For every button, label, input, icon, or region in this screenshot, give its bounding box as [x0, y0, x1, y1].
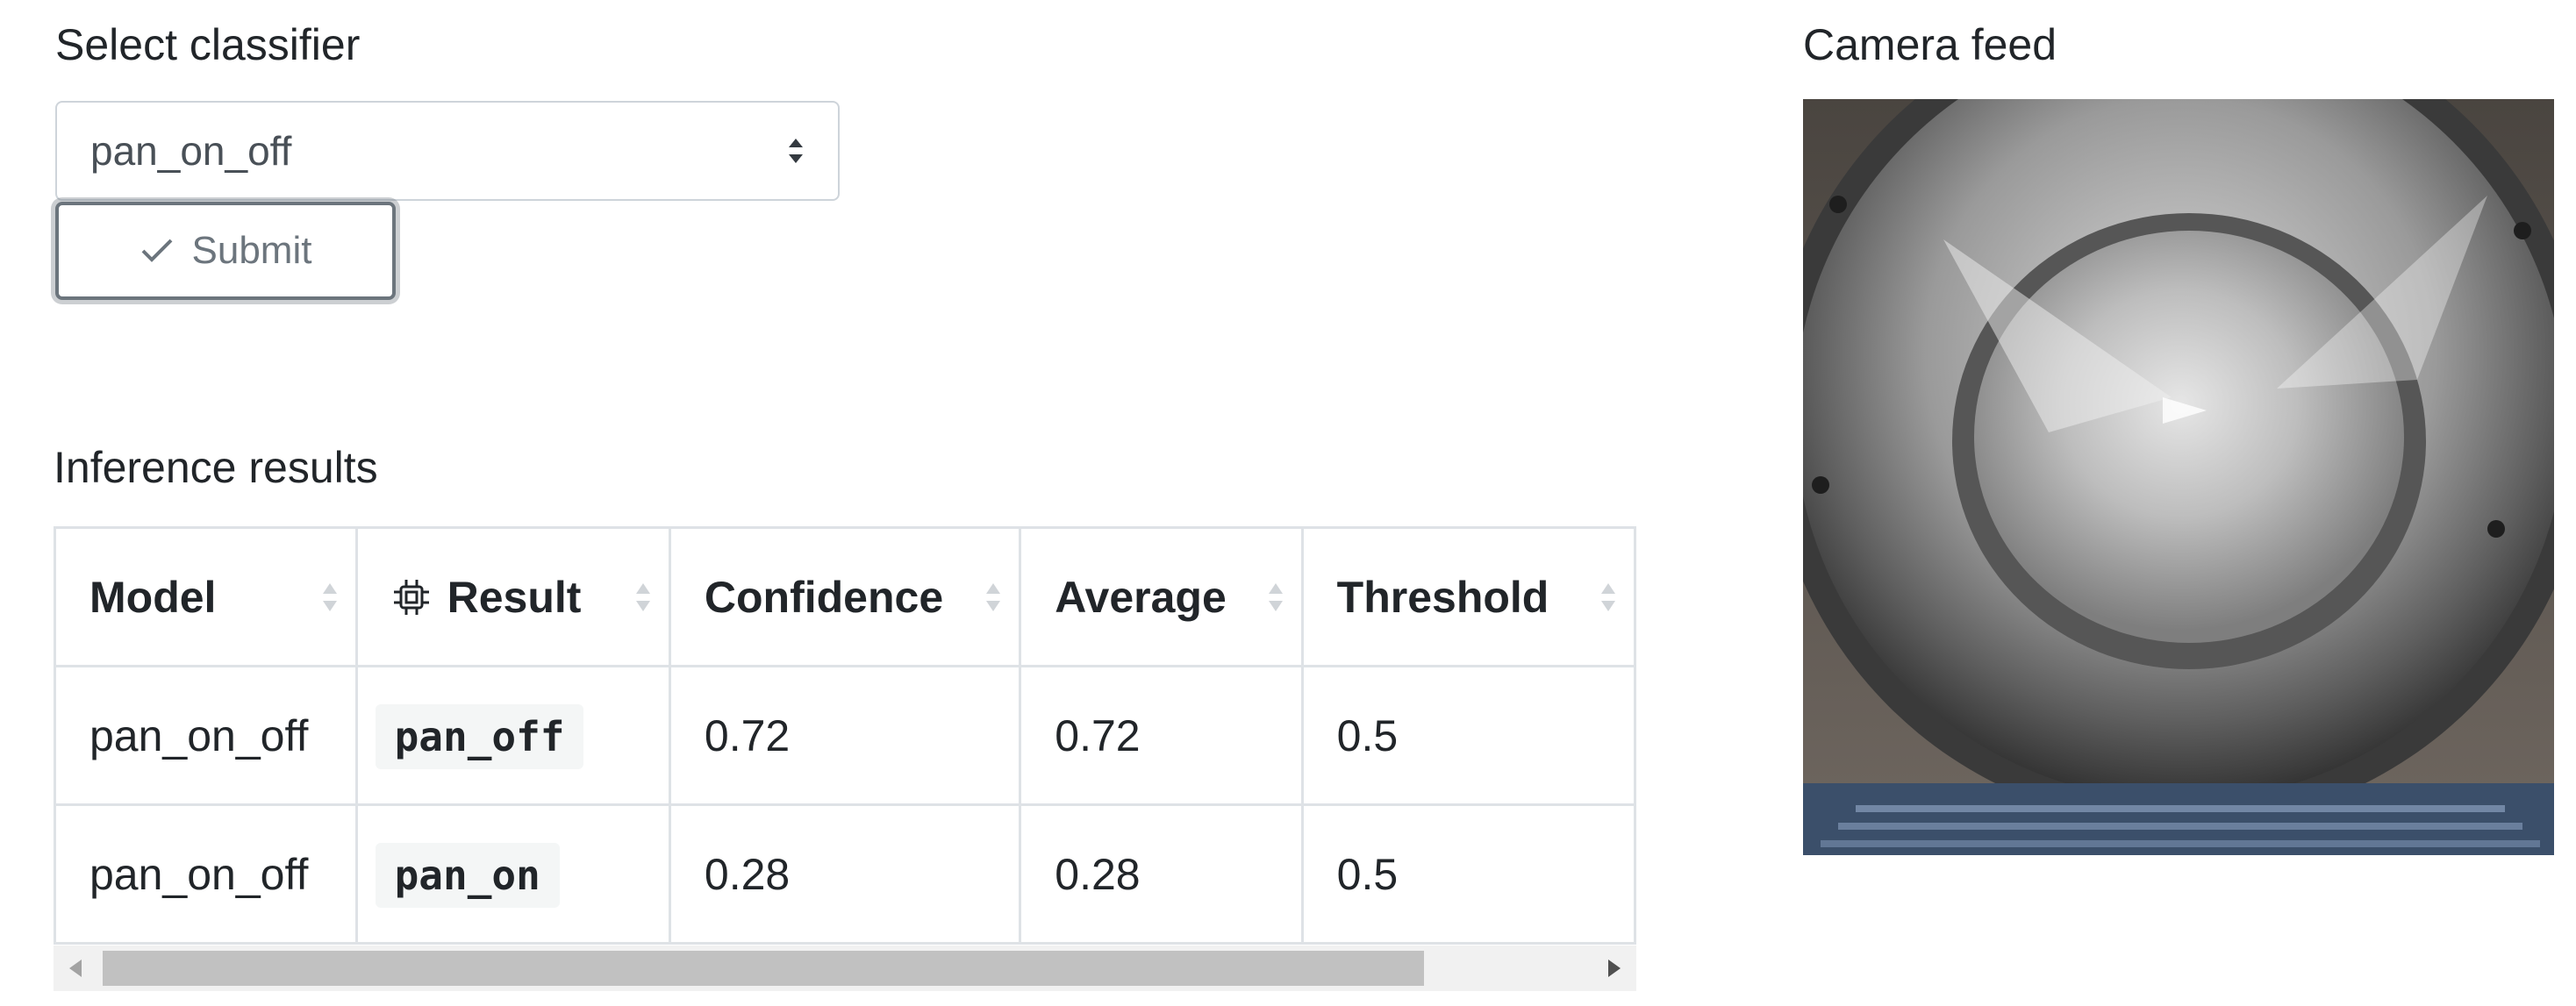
- column-header-label: Average: [1055, 572, 1227, 622]
- result-code: pan_on: [375, 842, 560, 908]
- column-header-model[interactable]: Model: [54, 526, 358, 667]
- classifier-select[interactable]: pan_on_off: [55, 101, 840, 201]
- cell-result: pan_on: [354, 803, 671, 945]
- inference-results-label: Inference results: [54, 443, 378, 492]
- column-header-average[interactable]: Average: [1019, 526, 1304, 667]
- sort-icon[interactable]: [1266, 576, 1285, 618]
- column-header-confidence[interactable]: Confidence: [668, 526, 1022, 667]
- column-header-label: Result: [447, 572, 582, 622]
- horizontal-scrollbar[interactable]: [54, 945, 1636, 991]
- table-row: pan_on_off pan_off 0.72 0.72 0.5: [54, 665, 1636, 806]
- chip-icon: [393, 579, 429, 615]
- table-row: pan_on_off pan_on 0.28 0.28 0.5: [54, 803, 1636, 945]
- cell-threshold: 0.5: [1300, 665, 1636, 806]
- cell-model: pan_on_off: [54, 803, 358, 945]
- camera-feed-label: Camera feed: [1803, 20, 2057, 69]
- cell-average: 0.28: [1019, 803, 1304, 945]
- submit-button[interactable]: Submit: [55, 202, 396, 300]
- scrollbar-thumb[interactable]: [103, 951, 1424, 986]
- submit-label: Submit: [191, 229, 312, 272]
- scroll-left-icon[interactable]: [69, 960, 82, 977]
- sort-icon[interactable]: [1599, 576, 1618, 618]
- camera-feed-image: [1803, 99, 2554, 855]
- table-header-row: Model Result Confidence: [54, 526, 1636, 667]
- cell-model: pan_on_off: [54, 665, 358, 806]
- scroll-right-icon[interactable]: [1608, 960, 1621, 977]
- sort-icon[interactable]: [984, 576, 1003, 618]
- results-table: Model Result Confidence: [54, 526, 1636, 945]
- select-classifier-label: Select classifier: [55, 20, 361, 69]
- check-icon: [141, 239, 172, 262]
- column-header-label: Threshold: [1336, 572, 1549, 622]
- sort-icon[interactable]: [633, 576, 653, 618]
- cell-average: 0.72: [1019, 665, 1304, 806]
- select-arrows-icon: [789, 139, 803, 163]
- column-header-threshold[interactable]: Threshold: [1300, 526, 1636, 667]
- cell-confidence: 0.72: [668, 665, 1022, 806]
- column-header-label: Model: [89, 572, 217, 622]
- cell-result: pan_off: [354, 665, 671, 806]
- cell-confidence: 0.28: [668, 803, 1022, 945]
- column-header-label: Confidence: [704, 572, 944, 622]
- results-table-container[interactable]: Model Result Confidence: [54, 526, 1636, 991]
- column-header-result[interactable]: Result: [354, 526, 671, 667]
- result-code: pan_off: [375, 703, 584, 769]
- classifier-select-value: pan_on_off: [90, 128, 292, 174]
- cell-threshold: 0.5: [1300, 803, 1636, 945]
- sort-icon[interactable]: [320, 576, 340, 618]
